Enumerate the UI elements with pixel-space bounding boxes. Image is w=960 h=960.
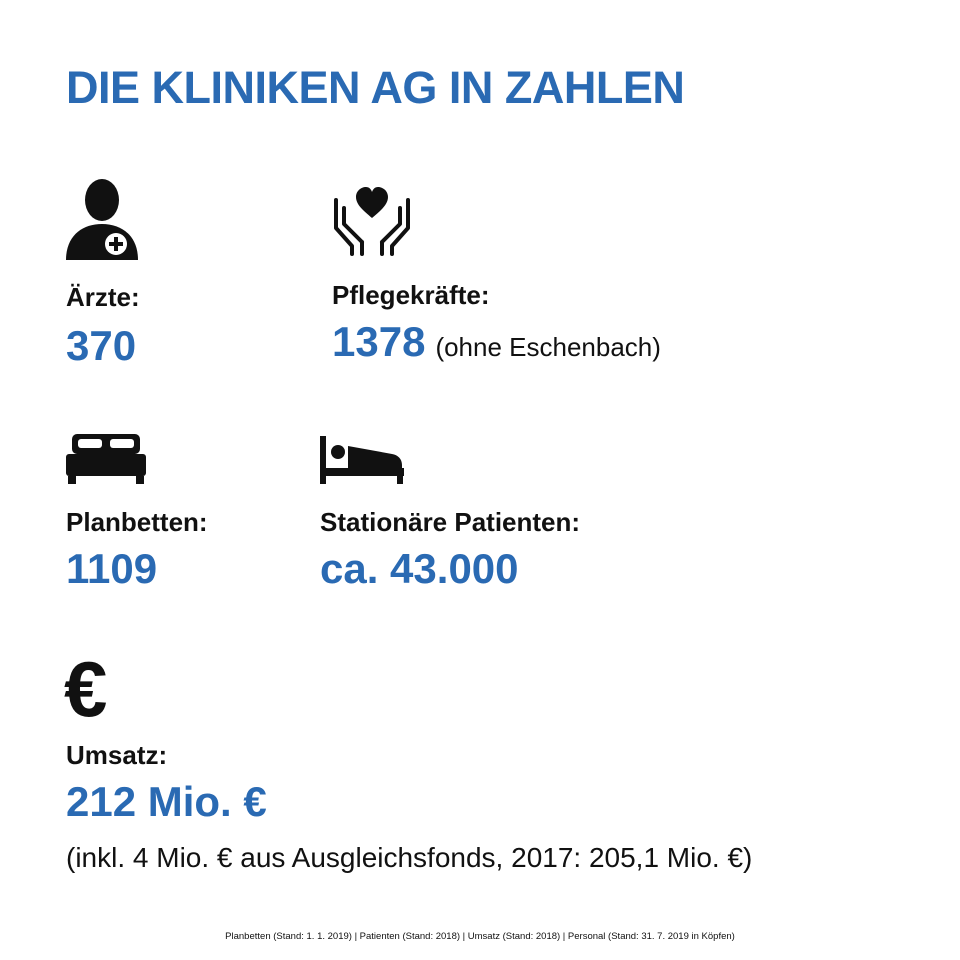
stat-note: (ohne Eschenbach): [435, 332, 661, 362]
euro-icon: €: [64, 645, 108, 733]
stat-label: Planbetten:: [66, 507, 208, 537]
doctor-icon: [66, 179, 138, 260]
stat-label: Ärzte:: [66, 282, 140, 312]
stat-note: (inkl. 4 Mio. € aus Ausgleichsfonds, 201…: [66, 842, 753, 873]
stat-value: 1378: [332, 318, 426, 365]
caring-hands-heart-icon: [334, 187, 410, 256]
stat-value: 370: [66, 322, 137, 369]
stat-value-row: 1378 (ohne Eschenbach): [332, 318, 661, 366]
stat-value: ca. 43.000: [320, 545, 519, 592]
stat-value: 1109: [66, 545, 158, 592]
stat-label: Pflegekräfte:: [332, 280, 490, 310]
stat-value: 212 Mio. €: [66, 778, 267, 825]
page-title: DIE KLINIKEN AG IN ZAHLEN: [66, 62, 685, 113]
stat-label: Umsatz:: [66, 740, 168, 770]
stat-label: Stationäre Patienten:: [320, 507, 581, 537]
double-bed-icon: [66, 434, 146, 484]
patient-bed-icon: [320, 436, 404, 484]
footnote: Planbetten (Stand: 1. 1. 2019) | Patient…: [225, 931, 735, 942]
